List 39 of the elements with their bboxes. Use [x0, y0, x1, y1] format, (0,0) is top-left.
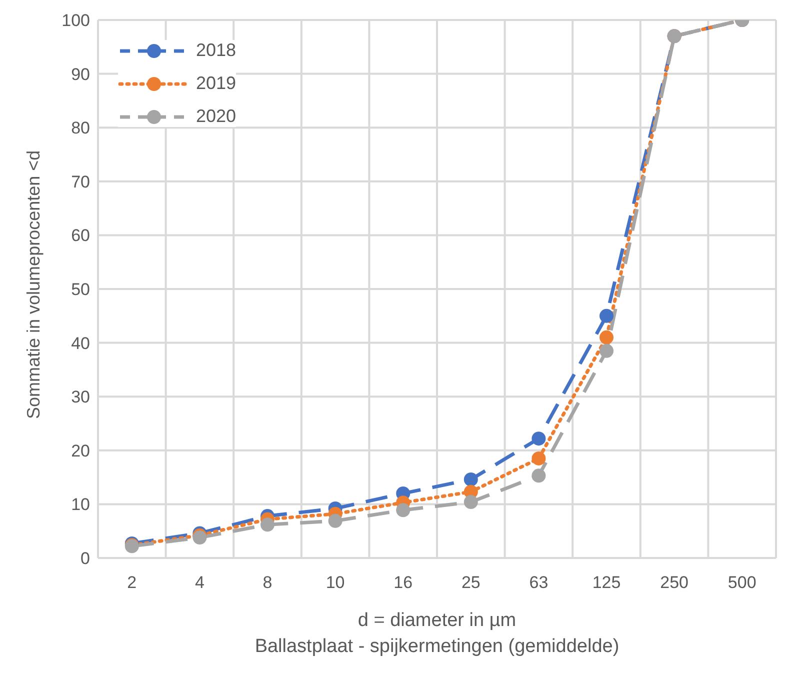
x-tick-label: 16 [394, 573, 413, 592]
x-tick-label: 63 [529, 573, 548, 592]
y-tick-label: 100 [62, 11, 90, 30]
y-tick-label: 10 [71, 495, 90, 514]
point [192, 530, 207, 545]
text: Ballastplaat - spijkermetingen (gemiddelde) [254, 635, 620, 659]
x-tick-label: 4 [194, 573, 204, 592]
point [464, 472, 478, 486]
point [328, 514, 342, 528]
point [600, 330, 614, 344]
x-axis-title: d = diameter in µm [356, 609, 518, 633]
point [532, 451, 546, 466]
x-tick-label: 125 [592, 573, 621, 592]
legend-label: 2019 [196, 73, 236, 94]
legend-label: 2018 [196, 40, 236, 61]
x-tick-label: 25 [461, 573, 480, 592]
y-tick-label: 0 [80, 549, 90, 568]
x-tick-label: 8 [262, 573, 272, 592]
x-tick-label: 2 [127, 573, 137, 592]
point [260, 518, 274, 532]
point [532, 432, 546, 446]
y-tick-label: 20 [71, 441, 90, 460]
y-tick-label: 50 [71, 280, 90, 300]
point [532, 468, 546, 483]
y-tick-label: 60 [71, 226, 90, 246]
y-tick-label: 90 [71, 64, 90, 84]
y-tick-label: 40 [71, 334, 90, 353]
x-tick-label: 500 [728, 573, 756, 592]
y-tick-label: 80 [71, 118, 90, 138]
legend-label: 2020 [196, 106, 236, 127]
y-tick-label: 70 [71, 172, 90, 192]
point [600, 308, 614, 323]
point [396, 503, 410, 518]
x-tick-label: 250 [660, 573, 688, 592]
y-tick-label: 30 [71, 388, 90, 407]
x-tick-label: 10 [326, 573, 345, 592]
y-axis-title: Sommatie in volumeprocenten <d [23, 150, 44, 419]
point [600, 344, 614, 358]
point [464, 495, 478, 510]
